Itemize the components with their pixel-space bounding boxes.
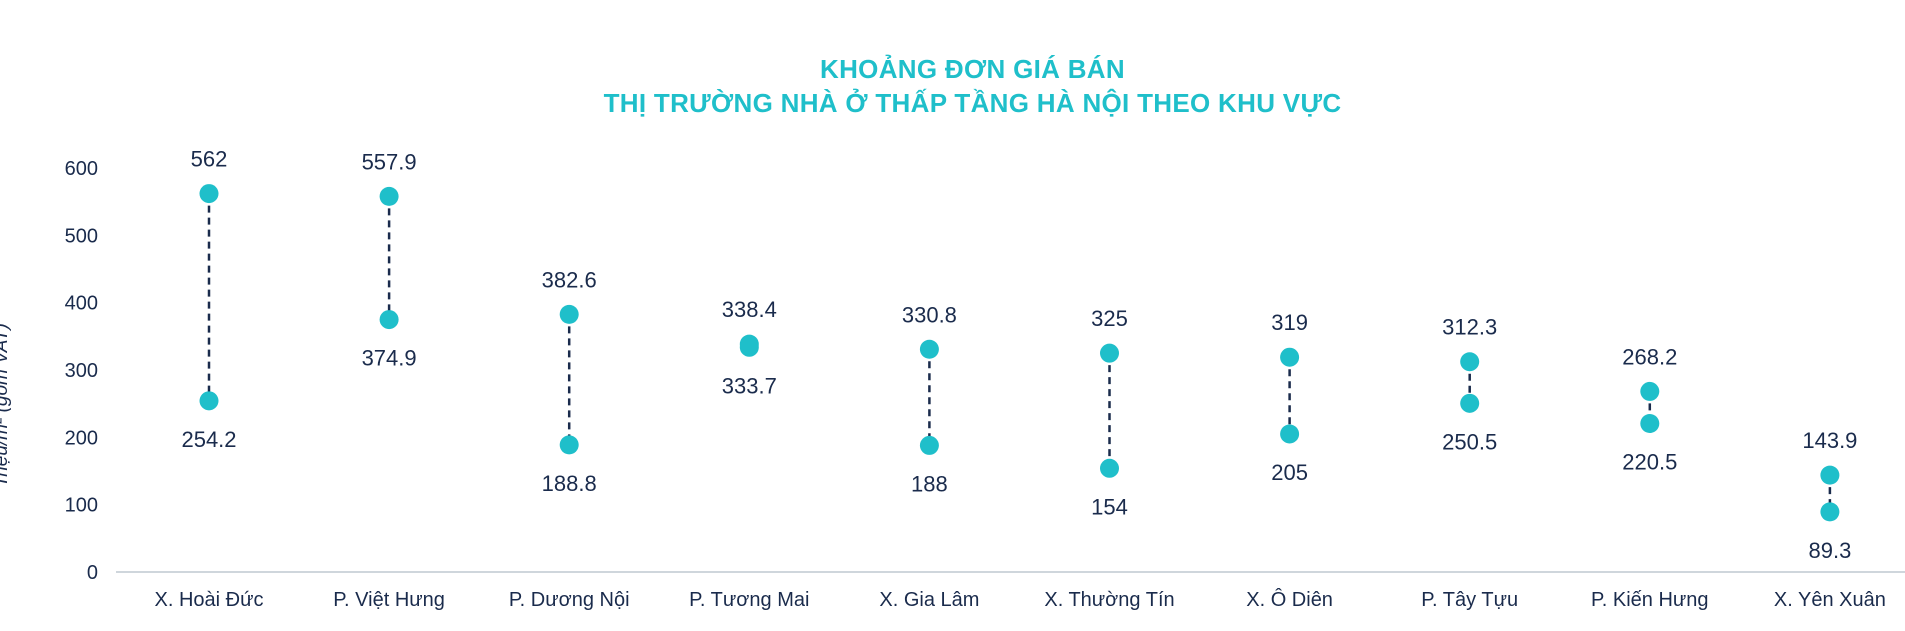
x-category-label: X. Thường Tín <box>1044 589 1174 611</box>
high-marker <box>1460 352 1480 372</box>
high-value-label: 319 <box>1271 310 1308 335</box>
low-value-label: 188 <box>911 471 948 496</box>
low-marker <box>1460 393 1480 413</box>
x-category-label: P. Tây Tựu <box>1421 589 1518 611</box>
low-value-label: 374.9 <box>362 346 417 371</box>
low-value-label: 154 <box>1091 494 1128 519</box>
x-category-label: P. Việt Hưng <box>333 589 445 611</box>
low-value-label: 205 <box>1271 460 1308 485</box>
high-marker <box>1640 381 1660 401</box>
y-tick-label: 0 <box>87 562 98 584</box>
y-tick-label: 400 <box>65 293 98 315</box>
high-value-label: 382.6 <box>542 267 597 292</box>
low-marker <box>1100 458 1119 478</box>
low-marker <box>1640 414 1660 434</box>
chart-title-line-1: KHOẢNG ĐƠN GIÁ BÁN <box>820 54 1125 84</box>
high-value-label: 312.3 <box>1442 315 1497 340</box>
high-marker <box>559 304 579 324</box>
high-marker <box>919 339 939 359</box>
high-value-label: 330.8 <box>902 302 957 327</box>
high-value-label: 338.4 <box>722 297 777 322</box>
chart-title: KHOẢNG ĐƠN GIÁ BÁN THỊ TRƯỜNG NHÀ Ở THẤP… <box>0 52 1905 120</box>
x-category-label: P. Tương Mai <box>689 589 809 611</box>
y-tick-label: 200 <box>65 427 98 449</box>
high-value-label: 325 <box>1091 306 1128 331</box>
y-tick-label: 100 <box>65 495 98 517</box>
x-category-label: X. Hoài Đức <box>155 589 264 611</box>
low-marker <box>1280 424 1300 444</box>
y-tick-label: 500 <box>65 225 98 247</box>
low-value-label: 220.5 <box>1622 450 1677 475</box>
low-value-label: 333.7 <box>722 373 777 398</box>
low-marker <box>559 435 579 455</box>
x-category-label: X. Yên Xuân <box>1774 589 1886 611</box>
high-marker <box>1100 343 1119 363</box>
high-marker <box>379 186 399 206</box>
low-marker <box>199 391 219 411</box>
x-category-label: X. Ô Diên <box>1246 588 1333 611</box>
high-marker <box>1280 347 1300 367</box>
high-value-label: 143.9 <box>1802 428 1857 453</box>
high-marker <box>1820 465 1840 485</box>
low-marker <box>919 435 939 455</box>
x-category-label: X. Gia Lâm <box>879 589 979 611</box>
high-value-label: 562 <box>191 147 228 172</box>
low-marker <box>379 310 399 330</box>
high-value-label: 557.9 <box>362 149 417 174</box>
low-marker <box>1820 502 1840 522</box>
low-value-label: 188.8 <box>542 471 597 496</box>
low-value-label: 254.2 <box>181 427 236 452</box>
high-marker <box>739 334 759 354</box>
low-value-label: 89.3 <box>1808 538 1851 563</box>
x-category-label: P. Dương Nội <box>509 589 630 611</box>
chart-title-line-2: THỊ TRƯỜNG NHÀ Ở THẤP TẦNG HÀ NỘI THEO K… <box>603 88 1342 118</box>
high-value-label: 268.2 <box>1622 344 1677 369</box>
y-tick-label: 300 <box>65 360 98 382</box>
high-marker <box>199 184 219 204</box>
x-category-label: P. Kiến Hưng <box>1591 589 1709 611</box>
y-tick-label: 600 <box>65 158 98 180</box>
low-value-label: 250.5 <box>1442 429 1497 454</box>
